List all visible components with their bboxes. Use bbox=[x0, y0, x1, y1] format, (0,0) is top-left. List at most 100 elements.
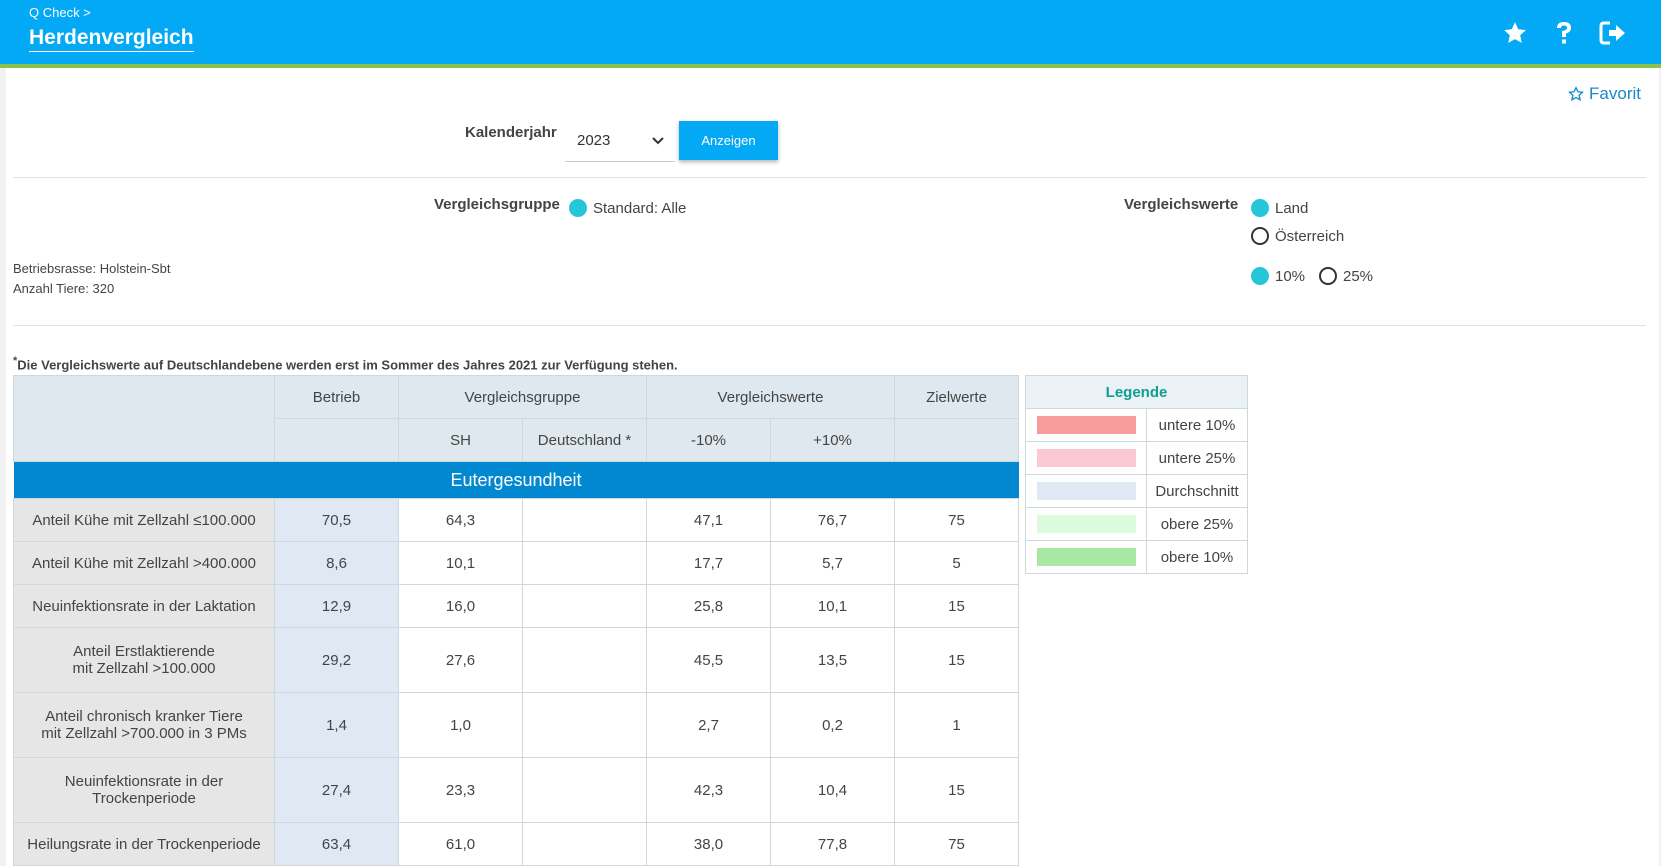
table-row: Neuinfektionsrate in der Laktation 12,9 … bbox=[13, 584, 1019, 628]
betriebsrasse: Betriebsrasse: Holstein-Sbt bbox=[13, 261, 171, 276]
footnote-star: * bbox=[13, 355, 18, 367]
cell-deutschland bbox=[522, 627, 647, 693]
header-minus10: -10% bbox=[646, 418, 771, 462]
row-label-text: Heilungsrate in der Trockenperiode bbox=[27, 835, 261, 853]
legend-label: obere 25% bbox=[1146, 507, 1248, 541]
vergleichsgruppe-label: Vergleichsgruppe bbox=[434, 196, 560, 213]
header-empty bbox=[13, 375, 275, 462]
radio-10[interactable]: 10% bbox=[1251, 267, 1305, 285]
kalenderjahr-select[interactable]: 2023 bbox=[565, 121, 675, 162]
vergleichsgruppe-option: Standard: Alle bbox=[593, 199, 687, 217]
header-zielwerte: Zielwerte bbox=[894, 375, 1019, 419]
legend-swatch-cell bbox=[1025, 408, 1147, 442]
chevron-down-icon bbox=[652, 137, 664, 145]
cell-deutschland bbox=[522, 584, 647, 628]
favorit-link[interactable]: Favorit bbox=[1568, 84, 1641, 104]
anzahl-tiere: Anzahl Tiere: 320 bbox=[13, 281, 115, 296]
legend-row: obere 25% bbox=[1025, 507, 1248, 541]
cell-sh: 23,3 bbox=[398, 757, 523, 823]
header-betrieb: Betrieb bbox=[274, 375, 399, 419]
legend-swatch bbox=[1036, 482, 1136, 500]
cell-minus10: 45,5 bbox=[646, 627, 771, 693]
logout-icon[interactable] bbox=[1598, 18, 1628, 48]
radio-25[interactable]: 25% bbox=[1319, 267, 1373, 285]
cell-plus10: 5,7 bbox=[770, 541, 895, 585]
row-label: Anteil Erstlaktierende mit Zellzahl >100.… bbox=[13, 627, 275, 693]
header-sh: SH bbox=[398, 418, 523, 462]
cell-sh: 1,0 bbox=[398, 692, 523, 758]
cell-betrieb: 8,6 bbox=[274, 541, 399, 585]
row-label-text-2: mit Zellzahl >100.000 bbox=[72, 660, 216, 677]
legend-label: Durchschnitt bbox=[1146, 474, 1248, 508]
table-row: Anteil Erstlaktierende mit Zellzahl >100.… bbox=[13, 627, 1019, 693]
row-label-text-2: mit Zellzahl >700.000 in 3 PMs bbox=[41, 725, 247, 742]
legend-swatch-cell bbox=[1025, 507, 1147, 541]
anzeigen-button[interactable]: Anzeigen bbox=[679, 121, 778, 160]
legend-title: Legende bbox=[1025, 375, 1248, 409]
legend-table: Legende untere 10% untere 25% Durchschni… bbox=[1025, 375, 1248, 574]
header-deutschland: Deutschland * bbox=[522, 418, 647, 462]
row-label-text: Anteil Kühe mit Zellzahl ≤100.000 bbox=[32, 511, 256, 529]
table-row: Anteil Kühe mit Zellzahl ≤100.000 70,5 6… bbox=[13, 498, 1019, 542]
star-icon[interactable] bbox=[1500, 18, 1530, 48]
accent-line bbox=[0, 64, 1661, 68]
cell-plus10: 10,4 bbox=[770, 757, 895, 823]
cell-minus10: 42,3 bbox=[646, 757, 771, 823]
breadcrumb[interactable]: Q Check > bbox=[29, 5, 91, 20]
radio-10-label: 10% bbox=[1275, 267, 1306, 285]
cell-betrieb: 12,9 bbox=[274, 584, 399, 628]
cell-plus10: 10,1 bbox=[770, 584, 895, 628]
legend-swatch bbox=[1036, 548, 1136, 566]
cell-minus10: 2,7 bbox=[646, 692, 771, 758]
row-label-text: Anteil Erstlaktierende bbox=[73, 643, 215, 660]
legend-label: obere 10% bbox=[1146, 540, 1248, 574]
cell-plus10: 77,8 bbox=[770, 822, 895, 866]
legend-swatch bbox=[1036, 416, 1136, 434]
cell-plus10: 13,5 bbox=[770, 627, 895, 693]
radio-25-label: 25% bbox=[1343, 267, 1374, 285]
row-label-text: Neuinfektionsrate in der bbox=[64, 773, 224, 790]
row-label-text-2: Trockenperiode bbox=[92, 790, 196, 807]
cell-ziel: 15 bbox=[894, 627, 1019, 693]
star-outline-icon bbox=[1568, 86, 1585, 102]
vergleichswerte-label: Vergleichswerte bbox=[1124, 196, 1239, 213]
row-label: Anteil chronisch kranker Tiere mit Zellza… bbox=[13, 692, 275, 758]
cell-ziel: 15 bbox=[894, 757, 1019, 823]
radio-oesterreich[interactable]: Österreich bbox=[1251, 227, 1344, 245]
row-label: Anteil Kühe mit Zellzahl ≤100.000 bbox=[13, 498, 275, 542]
kalenderjahr-label: Kalenderjahr bbox=[465, 124, 557, 141]
legend-row: untere 10% bbox=[1025, 408, 1248, 442]
cell-plus10: 0,2 bbox=[770, 692, 895, 758]
cell-sh: 27,6 bbox=[398, 627, 523, 693]
row-label-text: Anteil chronisch kranker Tiere bbox=[45, 708, 243, 725]
cell-deutschland bbox=[522, 498, 647, 542]
header-zielwerte-sub bbox=[894, 418, 1019, 462]
row-label: Heilungsrate in der Trockenperiode bbox=[13, 822, 275, 866]
legend-row: obere 10% bbox=[1025, 540, 1248, 574]
divider bbox=[13, 325, 1646, 326]
row-label-text: Neuinfektionsrate in der Laktation bbox=[32, 597, 256, 615]
help-icon[interactable] bbox=[1549, 18, 1579, 48]
cell-deutschland bbox=[522, 822, 647, 866]
cell-betrieb: 70,5 bbox=[274, 498, 399, 542]
cell-minus10: 47,1 bbox=[646, 498, 771, 542]
row-label: Neuinfektionsrate in der Trockenperiode bbox=[13, 757, 275, 823]
divider bbox=[13, 177, 1646, 178]
legend-label: untere 25% bbox=[1146, 441, 1248, 475]
radio-selected-icon bbox=[1251, 199, 1269, 217]
legend-row: untere 25% bbox=[1025, 441, 1248, 475]
favorit-label: Favorit bbox=[1589, 84, 1641, 103]
cell-plus10: 76,7 bbox=[770, 498, 895, 542]
cell-ziel: 15 bbox=[894, 584, 1019, 628]
radio-land[interactable]: Land bbox=[1251, 199, 1308, 217]
cell-deutschland bbox=[522, 757, 647, 823]
vergleichsgruppe-radio[interactable]: Standard: Alle bbox=[569, 199, 686, 217]
radio-selected-icon bbox=[1251, 267, 1269, 285]
cell-ziel: 75 bbox=[894, 498, 1019, 542]
cell-sh: 61,0 bbox=[398, 822, 523, 866]
legend-swatch bbox=[1036, 449, 1136, 467]
cell-betrieb: 29,2 bbox=[274, 627, 399, 693]
legend-swatch-cell bbox=[1025, 441, 1147, 475]
kalenderjahr-value: 2023 bbox=[577, 132, 611, 149]
footnote-text: Die Vergleichswerte auf Deutschlandebene… bbox=[17, 357, 678, 373]
